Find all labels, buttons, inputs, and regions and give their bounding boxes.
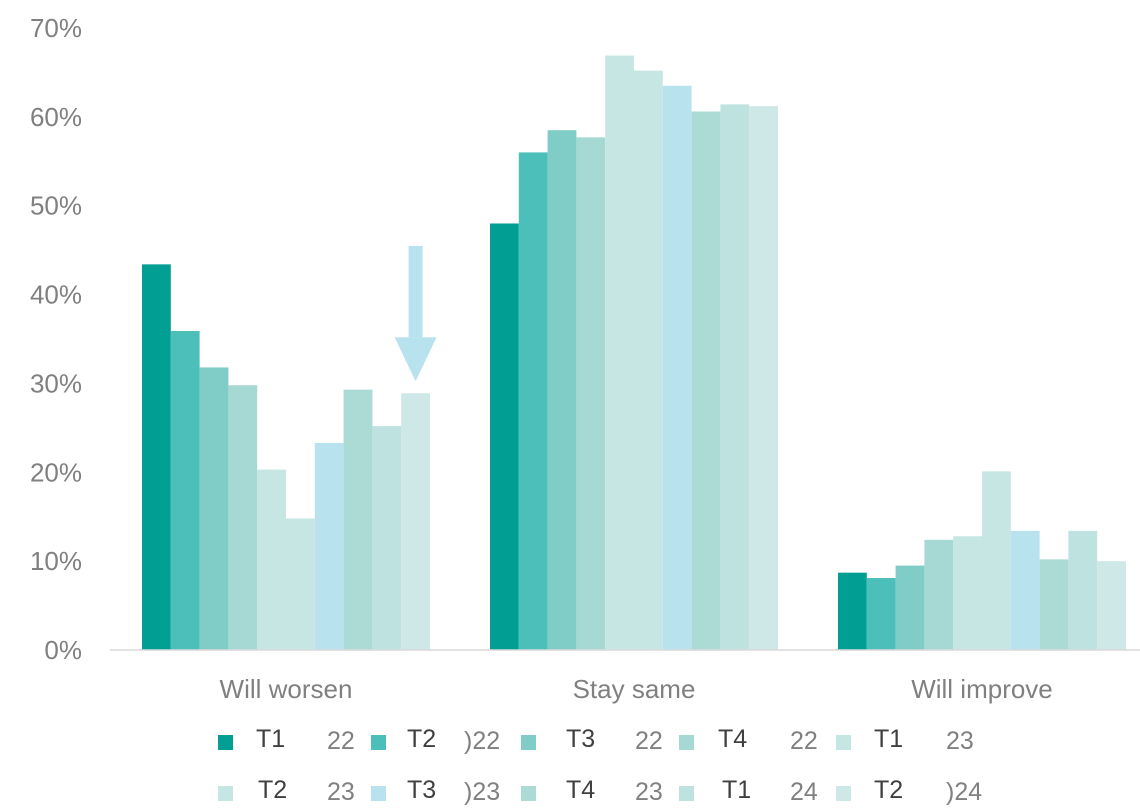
- bar: [1097, 561, 1126, 650]
- bar: [953, 536, 982, 650]
- legend-swatch: [371, 786, 386, 801]
- bar: [142, 264, 171, 650]
- y-tick-label: 20%: [30, 457, 82, 487]
- legend-year: )24: [946, 778, 982, 806]
- y-tick-label: 10%: [30, 546, 82, 576]
- bar: [343, 389, 373, 650]
- x-tick-label: Will worsen: [220, 674, 353, 704]
- legend-swatch: [836, 735, 851, 750]
- bar: [720, 104, 750, 651]
- bar: [866, 578, 896, 650]
- bars: [142, 55, 1126, 651]
- bar: [199, 367, 229, 650]
- legend-label: T3: [407, 776, 436, 804]
- bar: [490, 223, 519, 650]
- legend-swatch: [679, 786, 694, 801]
- bar: [982, 471, 1011, 650]
- y-tick-label: 70%: [30, 13, 82, 43]
- bar: [401, 393, 430, 650]
- legend-item: T1 23: [836, 725, 974, 755]
- legend-swatch: [679, 735, 694, 750]
- y-tick-label: 60%: [30, 102, 82, 132]
- legend-year: 22: [635, 727, 663, 755]
- bar: [1010, 530, 1040, 650]
- legend-label: T4: [718, 725, 747, 753]
- legend-label: T1: [722, 776, 751, 804]
- bar: [257, 469, 286, 650]
- x-tick-label: Stay same: [573, 674, 696, 704]
- bar: [691, 111, 721, 651]
- bar: [518, 152, 548, 650]
- bar: [924, 539, 954, 650]
- legend-year: )22: [464, 727, 500, 755]
- bar: [1039, 559, 1069, 650]
- legend-item: T1 24: [679, 776, 818, 806]
- legend-swatch: [836, 786, 851, 801]
- bar: [314, 442, 344, 650]
- legend-item: T2 )24: [836, 776, 982, 806]
- bar: [372, 426, 402, 650]
- bar: [895, 565, 925, 650]
- legend-label: T1: [874, 725, 903, 753]
- legend-label: T2: [258, 776, 287, 804]
- y-tick-label: 50%: [30, 191, 82, 221]
- legend-item: T1 22: [218, 725, 355, 755]
- bar: [576, 137, 606, 650]
- legend-item: T4 23: [521, 776, 663, 806]
- legend-year: )23: [464, 778, 500, 806]
- legend: T1 22 T2 )22 T3 22 T4 22 T1 23 T2 23 T3 )23 T4 23 T1 24 T2…: [218, 725, 982, 806]
- y-tick-label: 40%: [30, 280, 82, 310]
- bar: [662, 85, 692, 650]
- bar: [605, 55, 634, 650]
- y-tick-label: 0%: [44, 635, 82, 665]
- annotation: [394, 246, 437, 382]
- legend-label: T2: [874, 776, 903, 804]
- bar: [547, 130, 577, 650]
- legend-year: 23: [327, 778, 355, 806]
- x-tick-label: Will improve: [911, 674, 1053, 704]
- y-axis: 0% 10% 20% 30% 40% 50% 60% 70%: [30, 13, 82, 665]
- legend-item: T2 )22: [371, 725, 500, 755]
- legend-label: T1: [256, 725, 285, 753]
- x-axis: Will worsen Stay same Will improve: [220, 674, 1053, 704]
- legend-swatch: [218, 786, 233, 801]
- legend-year: 23: [635, 778, 663, 806]
- y-tick-label: 30%: [30, 368, 82, 398]
- legend-swatch: [521, 786, 536, 801]
- legend-item: T2 23: [218, 776, 355, 806]
- bar: [286, 518, 315, 650]
- legend-swatch: [218, 735, 233, 750]
- legend-swatch: [521, 735, 536, 750]
- legend-label: T2: [407, 725, 436, 753]
- legend-swatch: [371, 735, 386, 750]
- arrow-shaft: [408, 246, 423, 338]
- legend-item: T3 )23: [371, 776, 500, 806]
- legend-label: T3: [566, 725, 595, 753]
- legend-year: 24: [790, 778, 818, 806]
- bar: [170, 331, 200, 650]
- legend-item: T3 22: [521, 725, 663, 755]
- bar: [1068, 530, 1098, 650]
- bar: [228, 385, 258, 650]
- bar: [634, 70, 663, 650]
- legend-year: 22: [790, 727, 818, 755]
- legend-year: 22: [327, 727, 355, 755]
- legend-year: 23: [946, 727, 974, 755]
- bar: [838, 572, 867, 650]
- legend-item: T4 22: [679, 725, 818, 755]
- bar: [749, 106, 778, 651]
- legend-label: T4: [566, 776, 595, 804]
- down-arrow-icon: [394, 337, 437, 382]
